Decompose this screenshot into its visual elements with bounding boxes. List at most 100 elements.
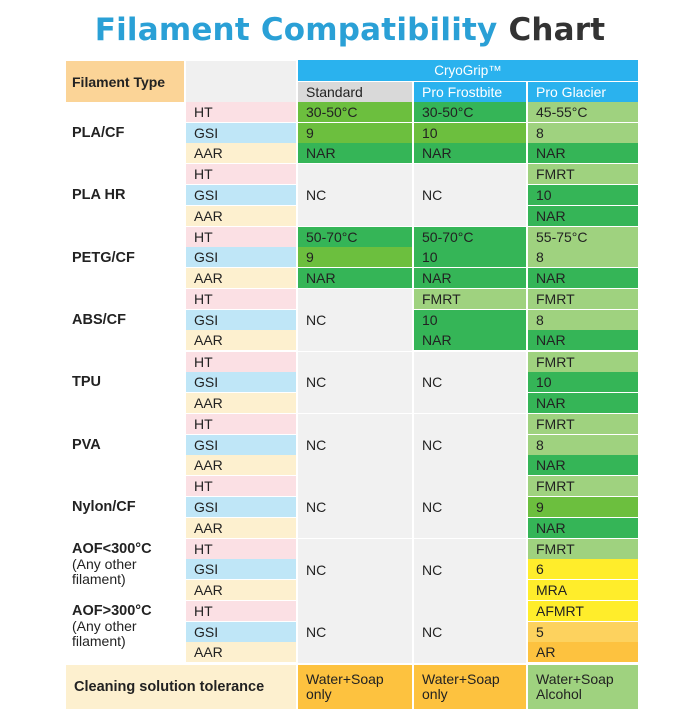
row-label-gsi: GSI: [186, 497, 296, 517]
cell-pg-aar: NAR: [528, 143, 638, 164]
row-label-ht: HT: [186, 226, 296, 247]
cell-std-gsi: 9: [298, 122, 412, 143]
cell-std-ht: 50-70°C: [298, 226, 412, 247]
cleaning-pf: Water+Soap only: [414, 664, 526, 709]
row-label-gsi: GSI: [186, 185, 296, 205]
cell-pg-ht: FMRT: [528, 351, 638, 372]
filament-name-cell: AOF>300°C (Any other filament): [66, 601, 184, 663]
row-label-ht: HT: [186, 601, 296, 622]
cell-pg-ht: AFMRT: [528, 601, 638, 622]
row-label-gsi: GSI: [186, 559, 296, 580]
cell-pf-ht: 30-50°C: [414, 102, 526, 122]
cell-pf-ht: 50-70°C: [414, 226, 526, 247]
cell-pf-gsi: 10: [414, 309, 526, 330]
cell-pf-aar: NAR: [414, 268, 526, 288]
cell-pf-nc: NC: [414, 476, 526, 539]
cell-pg-gsi: 8: [528, 247, 638, 268]
cell-pf-nc: NC: [414, 414, 526, 476]
filament-name-cell: PETG/CF: [66, 226, 184, 289]
filament-name-cell: AOF<300°C (Any other filament): [66, 538, 184, 601]
cell-pg-gsi: 6: [528, 559, 638, 580]
cell-pf-nc: NC: [414, 538, 526, 601]
row-label-ht: HT: [186, 414, 296, 434]
cell-std-nc: NC: [298, 414, 412, 476]
cell-pf-nc: NC: [414, 164, 526, 227]
cleaning-std: Water+Soap only: [298, 664, 412, 709]
cell-std-gsi: 9: [298, 247, 412, 268]
title-part-1: Filament Compatibility: [94, 12, 498, 48]
row-label-aar: AAR: [186, 580, 296, 600]
row-label-aar: AAR: [186, 268, 296, 288]
cell-pf-gsi: 10: [414, 247, 526, 268]
row-label-ht: HT: [186, 164, 296, 185]
filament-name: PETG/CF: [72, 249, 135, 266]
row-label-gsi: GSI: [186, 247, 296, 268]
column-header-std: Standard: [298, 82, 412, 102]
row-label-ht: HT: [186, 476, 296, 497]
filament-name: PVA: [72, 436, 101, 453]
cell-pf-aar: NAR: [414, 143, 526, 164]
cell-pg-ht: FMRT: [528, 289, 638, 310]
title-part-2: Chart: [508, 12, 606, 48]
cell-std-nc: NC: [298, 476, 412, 539]
cell-pg-ht: FMRT: [528, 476, 638, 497]
filament-name-cell: PVA: [66, 414, 184, 476]
filament-name: AOF>300°C: [72, 603, 152, 620]
filament-name-cell: ABS/CF: [66, 289, 184, 351]
cryogrip-header: CryoGrip™: [298, 60, 638, 81]
row-label-aar: AAR: [186, 392, 296, 413]
filament-name: Nylon/CF: [72, 499, 136, 516]
cell-std-nc: NC: [298, 164, 412, 227]
cell-pg-aar: NAR: [528, 455, 638, 476]
cell-pg-aar: NAR: [528, 330, 638, 351]
header-blank: [186, 61, 296, 103]
row-label-ht: HT: [186, 102, 296, 122]
row-label-ht: HT: [186, 538, 296, 559]
cell-pg-ht: 45-55°C: [528, 102, 638, 122]
filament-name: PLA/CF: [72, 124, 125, 141]
row-label-aar: AAR: [186, 517, 296, 538]
cell-pg-aar: NAR: [528, 517, 638, 538]
filament-name: AOF<300°C: [72, 540, 152, 557]
row-label-aar: AAR: [186, 642, 296, 663]
cell-pf-aar: NAR: [414, 330, 526, 351]
cell-pf-ht: FMRT: [414, 289, 526, 310]
row-label-aar: AAR: [186, 205, 296, 226]
cell-pg-aar: MRA: [528, 580, 638, 600]
cell-pg-aar: NAR: [528, 268, 638, 288]
cell-pg-ht: FMRT: [528, 164, 638, 185]
cleaning-label: Cleaning solution tolerance: [66, 664, 296, 709]
filament-name: PLA HR: [72, 187, 126, 204]
row-label-gsi: GSI: [186, 309, 296, 330]
cell-pg-ht: FMRT: [528, 538, 638, 559]
cell-std-nc: NC: [298, 351, 412, 414]
cell-std-nc: NC: [298, 601, 412, 663]
filament-name: ABS/CF: [72, 312, 126, 329]
filament-name-cell: PLA HR: [66, 164, 184, 227]
row-label-gsi: GSI: [186, 621, 296, 642]
cell-pg-gsi: 5: [528, 621, 638, 642]
filament-name-cell: Nylon/CF: [66, 476, 184, 539]
cell-std-nc: NC: [298, 538, 412, 601]
filament-name-cell: PLA/CF: [66, 102, 184, 164]
row-label-gsi: GSI: [186, 372, 296, 393]
cell-std-ht: 30-50°C: [298, 102, 412, 122]
page-title: Filament Compatibility Chart: [0, 12, 700, 48]
cell-pg-gsi: 10: [528, 372, 638, 393]
row-label-gsi: GSI: [186, 122, 296, 143]
row-label-aar: AAR: [186, 143, 296, 164]
cell-pg-gsi: 8: [528, 122, 638, 143]
cell-pg-gsi: 8: [528, 434, 638, 455]
row-label-ht: HT: [186, 289, 296, 310]
cell-std-aar: NAR: [298, 268, 412, 288]
cell-std-aar: NAR: [298, 143, 412, 164]
filament-type-header: Filament Type: [66, 61, 184, 103]
cell-pg-aar: NAR: [528, 205, 638, 226]
row-label-aar: AAR: [186, 455, 296, 476]
cell-pg-gsi: 9: [528, 497, 638, 517]
cell-pg-gsi: 8: [528, 309, 638, 330]
cell-pg-ht: 55-75°C: [528, 226, 638, 247]
filament-name-cell: TPU: [66, 351, 184, 414]
filament-subnote: (Any other filament): [72, 618, 137, 650]
column-header-pf: Pro Frostbite: [414, 82, 526, 102]
